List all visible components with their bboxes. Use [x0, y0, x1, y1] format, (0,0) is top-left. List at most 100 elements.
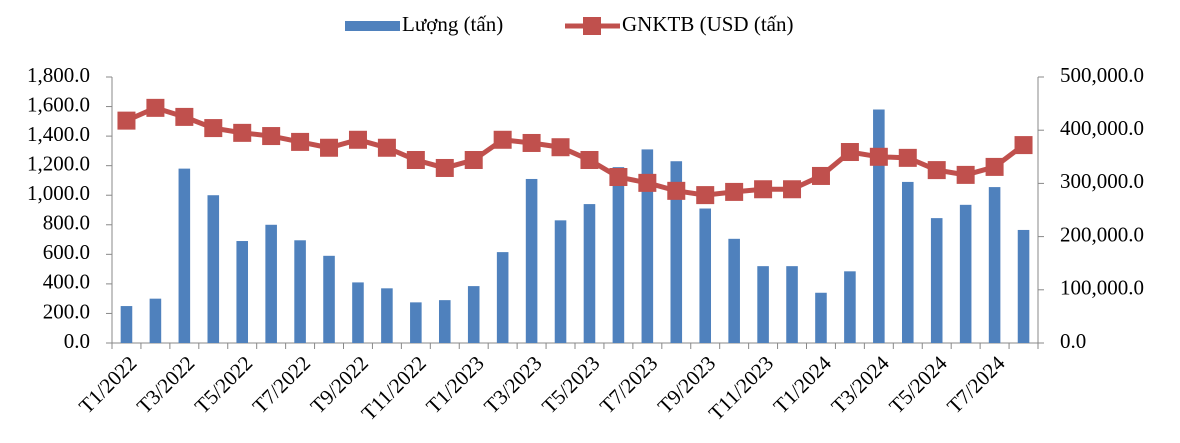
x-tick-label: T7/2022 [248, 351, 315, 418]
line-marker [493, 130, 512, 149]
line-marker [348, 130, 367, 149]
y-tick-label: 1,000.0 [27, 181, 90, 205]
bar [612, 167, 625, 343]
bar [1017, 229, 1030, 343]
line-marker [898, 148, 917, 167]
bar [728, 238, 740, 343]
x-tick-label: T5/2022 [190, 351, 257, 418]
line-marker [377, 138, 396, 157]
bar [670, 161, 683, 343]
bar [352, 282, 364, 343]
x-tick-label: T1/2023 [421, 351, 488, 418]
line-marker [117, 111, 136, 130]
bar [844, 271, 856, 343]
line-marker [464, 150, 483, 169]
x-tick-label: T1/2024 [769, 351, 837, 419]
legend-swatch [345, 21, 400, 31]
line-marker [696, 186, 715, 205]
line-marker [754, 180, 773, 199]
bar [265, 224, 277, 343]
bar [959, 204, 972, 343]
bar [438, 300, 451, 343]
y2-tick-label: 100,000.0 [1060, 276, 1144, 300]
line-marker [233, 123, 252, 142]
y2-tick-label: 300,000.0 [1060, 169, 1144, 193]
bar [149, 298, 162, 343]
line-marker [985, 157, 1004, 176]
y-tick-label: 1,200.0 [27, 151, 90, 175]
bar [236, 241, 249, 343]
y-tick-label: 800.0 [43, 211, 90, 235]
line-marker [927, 161, 946, 180]
line-marker [406, 150, 425, 169]
y2-tick-label: 0.0 [1060, 329, 1086, 353]
x-tick-label: T3/2023 [479, 351, 546, 418]
line-marker [667, 181, 686, 200]
bar [207, 195, 220, 343]
line-marker [522, 133, 541, 152]
line-marker [811, 166, 830, 185]
bar [178, 168, 191, 343]
line-marker [956, 165, 975, 184]
y-tick-label: 1,800.0 [27, 63, 90, 87]
line-marker [146, 98, 165, 117]
bar [496, 252, 509, 343]
y2-tick-label: 400,000.0 [1060, 116, 1144, 140]
bar [525, 178, 538, 343]
bar [641, 149, 654, 343]
bar [699, 208, 712, 343]
y-tick-label: 1,400.0 [27, 122, 90, 146]
line [125, 105, 1026, 198]
y-tick-label: 400.0 [43, 270, 90, 294]
bar [583, 204, 596, 343]
x-tick-label: T11/2022 [357, 351, 431, 425]
bar [757, 266, 769, 343]
bar [988, 187, 1001, 343]
line-marker [1014, 136, 1033, 155]
y-tick-label: 1,600.0 [27, 92, 90, 116]
line-marker [320, 138, 339, 157]
bar [120, 306, 133, 343]
bar [467, 286, 480, 343]
y-tick-label: 200.0 [43, 299, 90, 323]
line-marker [204, 119, 223, 138]
legend-label: Lượng (tấn) [402, 12, 503, 36]
line-marker [435, 158, 454, 177]
line-marker [580, 150, 599, 169]
line-marker [551, 138, 570, 157]
x-tick-label: T5/2024 [884, 351, 952, 419]
bar [786, 266, 798, 343]
bar [930, 218, 943, 343]
bar [410, 302, 422, 343]
y-tick-label: 0.0 [64, 329, 90, 353]
line-marker [869, 147, 888, 166]
line-marker [638, 173, 657, 192]
bar [294, 240, 306, 343]
legend-swatch [583, 17, 601, 35]
y2-tick-label: 200,000.0 [1060, 222, 1144, 246]
bar [554, 220, 567, 343]
line-marker [609, 168, 628, 187]
line-marker [291, 132, 310, 151]
x-tick-label: T3/2024 [826, 351, 894, 419]
bar [901, 181, 914, 343]
bar [381, 288, 393, 343]
x-tick-label: T1/2022 [74, 351, 141, 418]
y2-tick-label: 500,000.0 [1060, 63, 1144, 87]
bar [323, 255, 335, 343]
bar [815, 292, 827, 343]
x-tick-label: T3/2022 [132, 351, 199, 418]
bar [873, 109, 885, 343]
line-marker [725, 182, 744, 201]
line-marker [840, 143, 859, 162]
line-marker [262, 127, 281, 146]
x-tick-label: T11/2023 [704, 351, 778, 425]
x-tick-label: T7/2024 [942, 351, 1010, 419]
x-tick-label: T5/2023 [537, 351, 604, 418]
legend-label: GNKTB (USD (tấn) [622, 12, 793, 36]
line-marker [783, 180, 802, 199]
line-marker [175, 107, 194, 126]
y-tick-label: 600.0 [43, 240, 90, 264]
x-tick-label: T7/2023 [595, 351, 662, 418]
